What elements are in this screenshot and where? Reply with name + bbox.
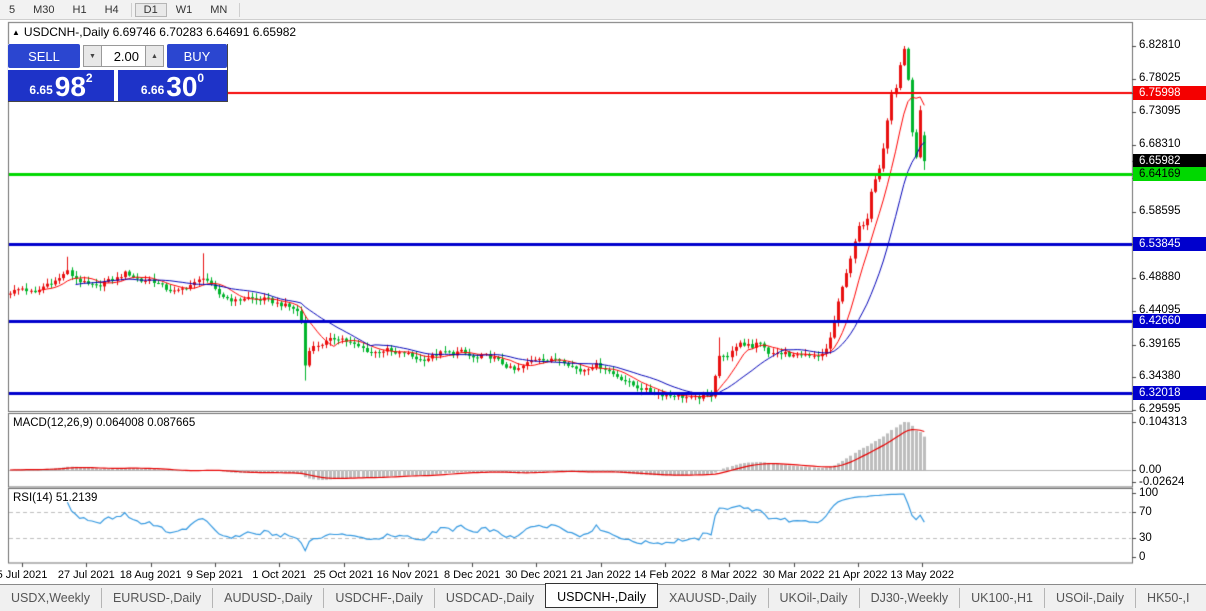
price-level-badge: 6.75998 (1133, 85, 1206, 100)
price-tick-label: 6.82810 (1139, 39, 1181, 51)
sell-price-sup: 2 (85, 71, 93, 85)
price-level-badge: 6.32018 (1133, 386, 1206, 401)
rsi-indicator-label: RSI(14) 51.2139 (13, 492, 98, 504)
price-tick-label: 6.73095 (1139, 105, 1181, 118)
chart-tab-usdcaddaily[interactable]: USDCAD-,Daily (433, 588, 545, 608)
volume-increase-icon[interactable]: ▲ (145, 45, 164, 67)
macd-tick-label: -0.02624 (1139, 476, 1185, 489)
volume-field[interactable]: 2.00 (102, 45, 145, 67)
buy-price-sup: 0 (197, 71, 205, 85)
price-tick-label: 6.68310 (1139, 138, 1181, 151)
sell-price-big: 98 (54, 71, 86, 102)
price-level-badge: 6.42660 (1133, 313, 1206, 328)
price-level-badge: 6.64169 (1133, 166, 1206, 181)
price-tick-label: 6.48880 (1139, 271, 1181, 284)
macd-tick-label: 0.104313 (1139, 416, 1187, 428)
chart-title: ▲ USDCNH-,Daily 6.69746 6.70283 6.64691 6… (12, 25, 296, 39)
one-click-trade-widget: SELL ▼ 2.00 ▲ BUY 6.65 98 2 6.66 30 0 (8, 44, 228, 102)
macd-indicator-label: MACD(12,26,9) 0.064008 0.087665 (13, 417, 196, 429)
chart-tab-ukoildaily[interactable]: UKOil-,Daily (767, 588, 859, 608)
chart-tab-eurusddaily[interactable]: EURUSD-,Daily (100, 588, 212, 608)
price-tick-label: 6.78025 (1139, 71, 1181, 84)
volume-stepper: ▼ 2.00 ▲ (83, 45, 164, 67)
buy-price-small: 6.66 (140, 83, 165, 97)
buy-price[interactable]: 6.66 30 0 (118, 70, 227, 101)
sell-price[interactable]: 6.65 98 2 (8, 70, 114, 101)
chart-title-text: USDCNH-,Daily 6.69746 6.70283 6.64691 6.… (23, 25, 297, 39)
rsi-tick-label: 100 (1139, 487, 1159, 499)
chart-tab-bar: USDX,Weekly EURUSD-,Daily AUDUSD-,Daily USD… (0, 583, 1206, 611)
volume-decrease-icon[interactable]: ▼ (83, 45, 102, 67)
price-tick-label: 6.29595 (1139, 403, 1181, 415)
buy-price-big: 30 (166, 71, 198, 102)
sell-price-small: 6.65 (29, 83, 53, 97)
chart-tab-audusddaily[interactable]: AUDUSD-,Daily (212, 588, 323, 608)
chart-tab-dj30weekly[interactable]: DJ30-,Weekly (858, 588, 960, 608)
chart-tab-usoildaily[interactable]: USOil-,Daily (1043, 588, 1135, 608)
chart-tab-uk100h1[interactable]: UK100-,H1 (959, 588, 1044, 608)
rsi-tick-label: 30 (1139, 531, 1152, 544)
price-tick-label: 6.34380 (1139, 370, 1181, 383)
collapse-triangle-icon[interactable]: ▲ (12, 28, 20, 37)
price-tick-label: 6.44095 (1139, 303, 1181, 316)
chart-tab-usdxweekly[interactable]: USDX,Weekly (11, 591, 90, 605)
price-tick-label: 6.39165 (1139, 337, 1181, 350)
price-tick-label: 6.58595 (1139, 204, 1181, 217)
chart-tab-xauusddaily[interactable]: XAUUSD-,Daily (668, 591, 757, 605)
chart-tab-usdcnhdaily[interactable]: USDCNH-,Daily (545, 583, 658, 608)
chart-tab-usdchfdaily[interactable]: USDCHF-,Daily (323, 588, 434, 608)
buy-button[interactable]: BUY (167, 44, 227, 68)
rsi-tick-label: 0 (1139, 551, 1146, 563)
price-level-badge: 6.53845 (1133, 237, 1206, 252)
rsi-tick-label: 70 (1139, 506, 1152, 519)
chart-tab-hk50i[interactable]: HK50-,I (1135, 588, 1200, 608)
sell-button[interactable]: SELL (8, 44, 80, 68)
price-level-badge: 6.65982 (1133, 154, 1206, 169)
macd-tick-label: 0.00 (1139, 464, 1162, 476)
